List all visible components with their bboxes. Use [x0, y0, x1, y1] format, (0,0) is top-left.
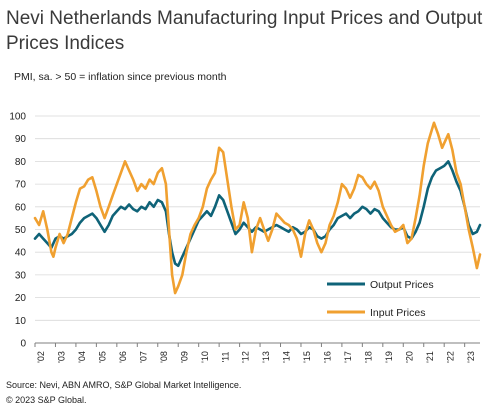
y-tick-label: 60	[15, 202, 27, 213]
y-tick-label: 0	[20, 339, 26, 350]
x-tick-label: '11	[220, 351, 230, 362]
x-tick-label: '23	[466, 351, 476, 363]
y-tick-label: 80	[15, 157, 27, 168]
x-tick-label: '07	[138, 351, 148, 363]
x-tick-label: '02	[36, 351, 46, 363]
legend: Output Prices Input Prices	[327, 279, 434, 319]
y-tick-label: 10	[15, 316, 27, 327]
x-tick-label: '10	[200, 351, 210, 363]
series-line-input-prices	[33, 121, 482, 295]
x-tick-label: '20	[404, 351, 414, 363]
series-lines	[33, 121, 482, 295]
chart-title: Nevi Netherlands Manufacturing Input Pri…	[6, 8, 483, 54]
y-tick-label: 50	[15, 225, 27, 236]
y-tick-label: 30	[15, 270, 27, 281]
x-tick-label: '16	[323, 351, 333, 363]
x-tick-label: '18	[363, 351, 373, 363]
x-tick-label: '17	[343, 351, 353, 363]
x-tick-label: '13	[261, 351, 271, 363]
x-tick-label: '19	[384, 351, 394, 363]
y-tick-label: 40	[15, 248, 27, 259]
x-tick-label: '12	[241, 351, 251, 363]
x-tick-label: '08	[159, 351, 169, 363]
legend-input-prices-label: Input Prices	[370, 307, 425, 319]
y-tick-label: 90	[15, 134, 27, 145]
x-tick-label: '05	[98, 351, 108, 363]
y-axis: 0 10 20 30 40 50 60 70 80 90 100	[9, 112, 26, 350]
x-tick-label: '15	[302, 351, 312, 363]
x-tick-label: '06	[118, 351, 128, 363]
x-axis: '02 '03 '04 '05 '06 '07 '08 '09 '10 '11 '12 '13 '14 '…	[34, 342, 480, 363]
x-tick-label: '21	[425, 351, 435, 363]
x-tick-label: '14	[282, 351, 292, 363]
x-tick-label: '22	[445, 351, 455, 363]
x-tick-label: '04	[77, 351, 87, 363]
y-tick-label: 100	[9, 112, 26, 123]
chart-subtitle: PMI, sa. > 50 = inflation since previous…	[14, 71, 227, 83]
y-tick-label: 20	[15, 293, 27, 304]
x-tick-label: '03	[57, 351, 67, 363]
source-note: Source: Nevi, ABN AMRO, S&P Global Marke…	[6, 380, 242, 390]
y-tick-label: 70	[15, 180, 27, 191]
legend-output-prices-label: Output Prices	[370, 279, 434, 291]
copyright-note: © 2023 S&P Global.	[6, 395, 87, 405]
x-tick-label: '09	[179, 351, 189, 363]
